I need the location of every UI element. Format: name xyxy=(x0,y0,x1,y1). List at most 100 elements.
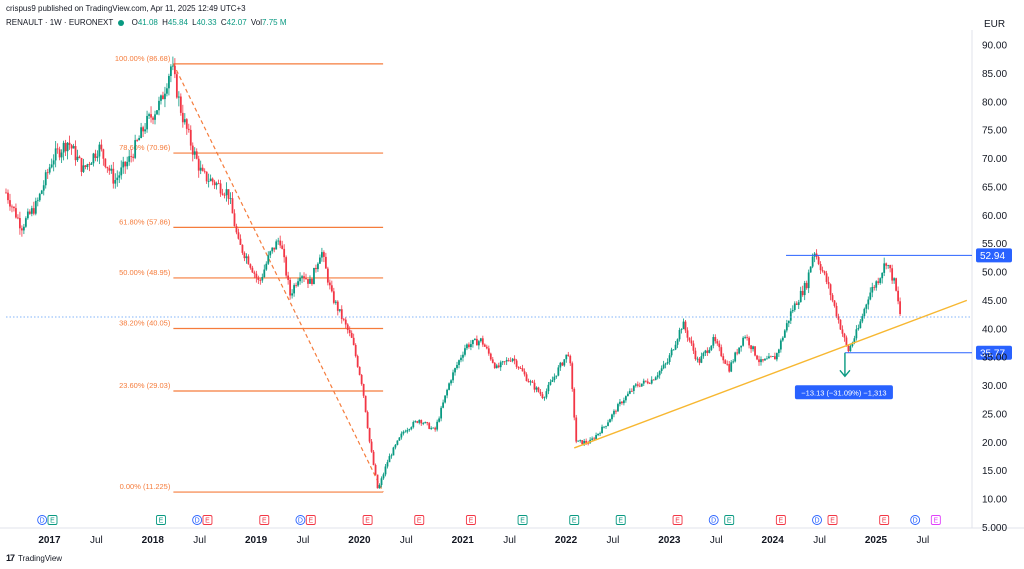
candle-body xyxy=(34,200,37,214)
candle-body xyxy=(875,281,878,288)
x-tick-label: Jul xyxy=(710,535,723,546)
candle-body xyxy=(708,349,711,353)
candle-body xyxy=(704,350,707,354)
candle-body xyxy=(569,355,572,364)
candle-body xyxy=(412,422,415,428)
candle-body xyxy=(90,163,93,165)
candle-body xyxy=(187,128,190,130)
candle-body xyxy=(895,278,898,291)
candle-body xyxy=(253,272,256,274)
candle-body xyxy=(281,245,284,249)
candle-body xyxy=(92,153,95,164)
candle-body xyxy=(398,437,401,441)
candle-body xyxy=(785,323,788,331)
candle-body xyxy=(597,433,599,436)
price-badge xyxy=(976,345,1012,360)
candle-body xyxy=(450,380,452,384)
candle-body xyxy=(791,310,794,312)
candle-body xyxy=(525,374,528,382)
earnings-event-icon xyxy=(615,515,626,525)
fib-level-label: 23.60% (29.03) xyxy=(119,381,171,390)
candle-body xyxy=(24,218,27,227)
candle-body xyxy=(593,438,596,440)
candle-body xyxy=(301,276,303,278)
candle-body xyxy=(565,354,568,360)
candle-body xyxy=(783,330,786,338)
y-tick-label: 35.00 xyxy=(982,353,1007,364)
candle-body xyxy=(537,387,540,392)
candle-body xyxy=(680,329,683,330)
candle-body xyxy=(197,158,200,171)
candle-body xyxy=(58,149,61,158)
candle-body xyxy=(342,318,345,320)
candle-body xyxy=(668,355,671,362)
candle-body xyxy=(628,390,631,394)
y-tick-label: 85.00 xyxy=(982,69,1007,80)
candle-body xyxy=(861,316,864,322)
x-tick-label: Jul xyxy=(400,535,413,546)
candle-body xyxy=(857,328,860,330)
candle-body xyxy=(36,200,39,202)
candle-body xyxy=(15,208,17,218)
candle-body xyxy=(295,285,297,286)
candle-body xyxy=(724,360,727,364)
x-tick-label: 2023 xyxy=(658,535,681,546)
candle-body xyxy=(599,433,601,435)
candle-body xyxy=(128,156,131,162)
candle-body xyxy=(80,158,83,172)
candle-body xyxy=(179,96,182,113)
candle-body xyxy=(464,348,466,355)
candle-body xyxy=(418,420,421,423)
candle-body xyxy=(551,380,554,382)
candle-body xyxy=(726,363,729,365)
candle-body xyxy=(138,138,141,141)
event-marker-label: D xyxy=(711,518,716,525)
candle-body xyxy=(694,350,697,360)
candle-body xyxy=(303,276,305,279)
candle-body xyxy=(533,382,536,390)
candle-body xyxy=(626,393,629,397)
candle-body xyxy=(68,142,71,146)
fib-level-label: 50.00% (48.95) xyxy=(119,268,171,277)
candle-body xyxy=(624,396,627,401)
candle-body xyxy=(807,272,810,289)
candle-body xyxy=(275,241,278,250)
candle-body xyxy=(481,338,484,345)
candle-body xyxy=(700,356,703,363)
candle-body xyxy=(619,401,621,405)
candle-body xyxy=(40,190,43,194)
candle-body xyxy=(638,385,641,387)
candle-body xyxy=(126,161,129,167)
candle-body xyxy=(440,407,443,419)
candle-body xyxy=(787,320,790,324)
candle-body xyxy=(702,353,705,357)
candle-body xyxy=(847,345,850,352)
y-tick-label: 65.00 xyxy=(982,182,1007,193)
dividend-event-icon xyxy=(192,515,203,525)
candle-body xyxy=(674,344,677,350)
candle-body xyxy=(716,341,719,344)
candle-body xyxy=(322,252,325,257)
candle-body xyxy=(487,348,490,354)
candle-body xyxy=(746,337,748,338)
event-marker-label: E xyxy=(882,518,887,525)
candle-body xyxy=(607,422,609,426)
candle-body xyxy=(710,345,713,350)
candle-body xyxy=(287,275,290,280)
candle-body xyxy=(682,321,685,330)
candle-body xyxy=(893,278,896,281)
event-marker-label: E xyxy=(520,518,525,525)
candle-body xyxy=(273,247,276,250)
candle-body xyxy=(150,114,152,118)
candle-body xyxy=(263,269,266,278)
candle-body xyxy=(112,168,115,184)
candle-body xyxy=(460,357,462,361)
candle-body xyxy=(317,263,319,270)
event-marker-label: E xyxy=(675,518,680,525)
candle-body xyxy=(420,420,423,424)
candle-body xyxy=(615,410,617,412)
candle-body xyxy=(775,353,778,360)
candle-body xyxy=(134,140,137,158)
candle-body xyxy=(879,278,882,283)
